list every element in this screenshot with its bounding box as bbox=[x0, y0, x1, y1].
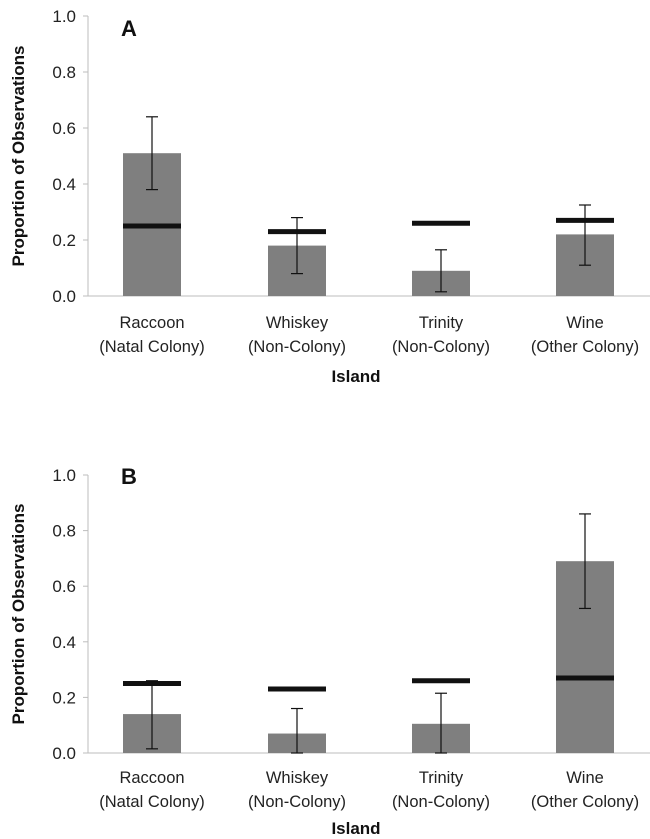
x-axis-title: Island bbox=[331, 819, 380, 838]
y-tick-label: 0.8 bbox=[52, 63, 76, 82]
x-tick-label: Trinity bbox=[419, 314, 464, 332]
y-tick-label: 0.4 bbox=[52, 633, 76, 652]
x-tick-label-sub: (Non-Colony) bbox=[392, 338, 490, 356]
x-tick-label-sub: (Other Colony) bbox=[531, 793, 639, 811]
x-tick-label-sub: (Non-Colony) bbox=[392, 793, 490, 811]
x-tick-label: Wine bbox=[566, 769, 604, 787]
x-tick-label: Trinity bbox=[419, 769, 464, 787]
x-tick-label-sub: (Natal Colony) bbox=[99, 338, 204, 356]
y-tick-label: 0.8 bbox=[52, 522, 76, 541]
y-axis-title: Proportion of Observations bbox=[9, 45, 28, 266]
y-tick-label: 0.0 bbox=[52, 744, 76, 763]
x-tick-label: Whiskey bbox=[266, 769, 329, 787]
x-tick-label-sub: (Other Colony) bbox=[531, 338, 639, 356]
y-tick-label: 0.2 bbox=[52, 688, 76, 707]
x-tick-label: Wine bbox=[566, 314, 604, 332]
y-axis-title: Proportion of Observations bbox=[9, 503, 28, 724]
y-tick-label: 1.0 bbox=[52, 7, 76, 26]
x-tick-label: Raccoon bbox=[119, 314, 184, 332]
x-tick-label-sub: (Natal Colony) bbox=[99, 793, 204, 811]
panel-label: A bbox=[121, 16, 137, 41]
y-tick-label: 0.0 bbox=[52, 287, 76, 306]
x-tick-label: Whiskey bbox=[266, 314, 329, 332]
chart-panel-a: 0.0 0.2 0.4 0.6 0.8 1.0 Raccoon (Natal Colony) W… bbox=[9, 7, 650, 386]
x-axis-title: Island bbox=[331, 367, 380, 386]
x-tick-label-sub: (Non-Colony) bbox=[248, 793, 346, 811]
x-tick-label-sub: (Non-Colony) bbox=[248, 338, 346, 356]
panel-label: B bbox=[121, 464, 137, 489]
y-tick-label: 1.0 bbox=[52, 466, 76, 485]
y-tick-label: 0.6 bbox=[52, 119, 76, 138]
y-tick-label: 0.6 bbox=[52, 577, 76, 596]
x-tick-label: Raccoon bbox=[119, 769, 184, 787]
chart-panel-b: 0.0 0.2 0.4 0.6 0.8 1.0 Raccoon (Natal Colony) W… bbox=[9, 464, 650, 838]
y-tick-label: 0.4 bbox=[52, 175, 76, 194]
y-tick-label: 0.2 bbox=[52, 231, 76, 250]
